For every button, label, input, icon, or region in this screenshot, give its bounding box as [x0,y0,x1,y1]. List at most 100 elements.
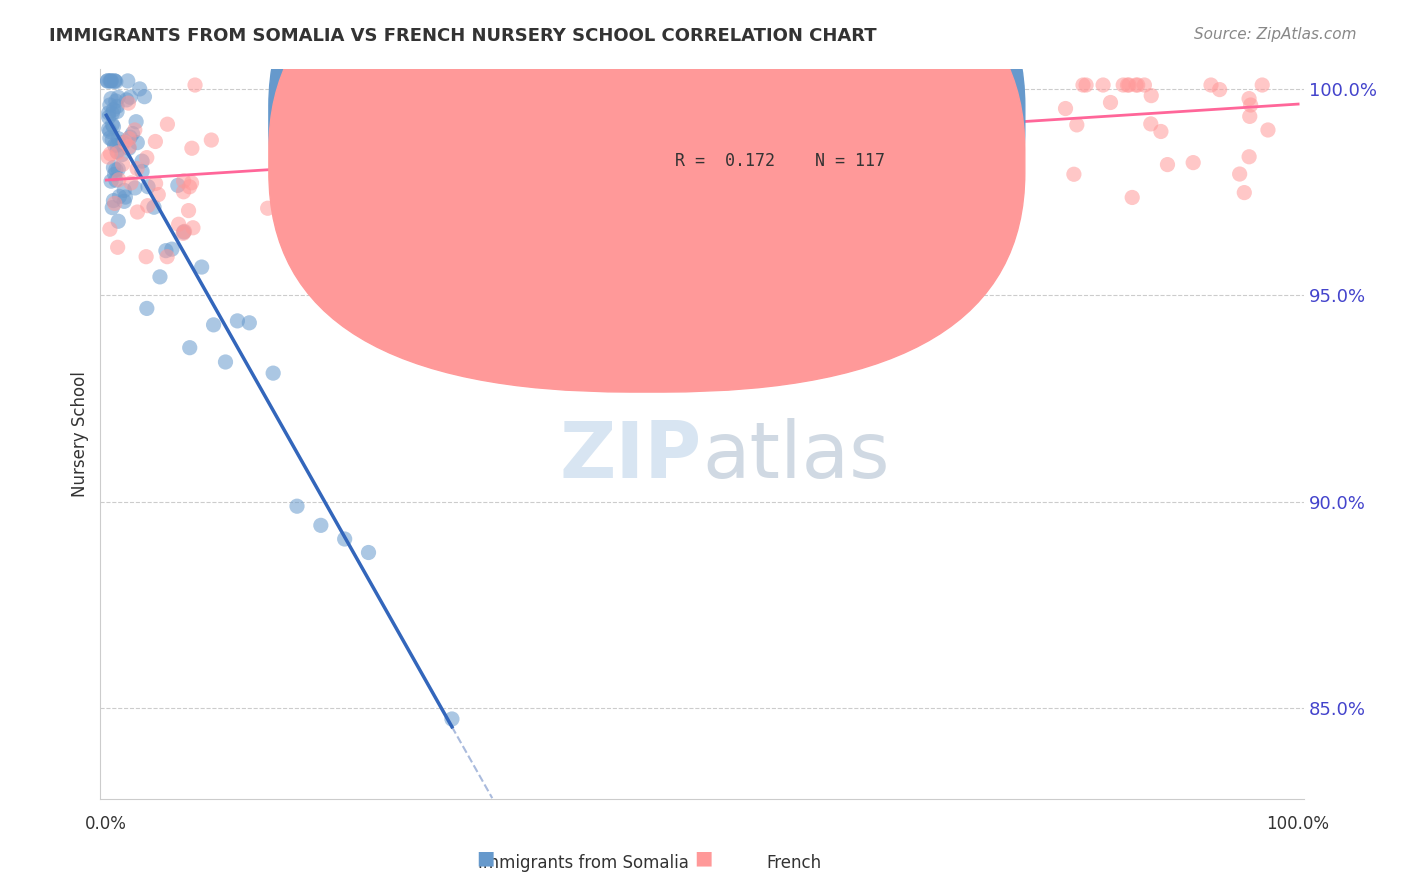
Point [131,154,153,169]
Text: French: French [766,855,823,872]
Point [98,131,121,145]
Point [120,130,142,145]
Point [103,161,125,175]
Point [1257,123,1279,137]
Point [114,136,136,150]
Point [679,131,702,145]
Point [118,131,141,145]
Point [173,174,195,188]
Point [917,78,939,92]
Point [124,181,146,195]
Point [117,96,139,111]
Point [1251,78,1274,92]
Point [111,136,134,150]
Point [127,136,149,150]
Point [256,201,278,215]
Point [166,178,188,193]
Point [1133,78,1156,92]
Point [125,114,148,128]
Point [1099,95,1122,110]
Point [107,131,129,145]
Point [806,116,828,130]
Point [190,260,212,274]
Point [322,165,344,179]
Point [893,147,915,161]
Point [179,341,201,355]
Point [97,150,120,164]
Point [876,78,898,92]
Point [266,169,288,184]
Point [814,78,837,92]
Point [627,213,650,227]
Point [1237,150,1260,164]
Point [1239,109,1261,123]
Point [107,214,129,228]
Point [105,145,128,159]
Point [100,92,122,106]
Point [103,194,125,208]
Point [104,75,127,89]
FancyBboxPatch shape [269,0,1025,348]
Point [925,78,948,92]
Point [101,201,124,215]
Point [112,194,135,209]
Point [375,108,398,122]
Point [934,78,956,92]
Point [104,162,127,177]
Point [96,74,118,88]
Point [135,151,157,165]
Point [117,74,139,88]
Point [898,178,921,193]
Point [120,90,142,104]
Point [115,93,138,107]
Point [131,164,153,178]
Text: Immigrants from Somalia: Immigrants from Somalia [478,855,689,872]
Point [333,532,356,546]
Point [214,355,236,369]
Point [1233,186,1256,200]
Point [172,227,194,241]
Point [440,712,463,726]
Point [104,196,127,211]
Point [100,74,122,88]
Point [1074,78,1097,92]
Point [107,173,129,187]
Point [104,173,127,187]
Point [149,269,172,284]
Point [96,74,118,88]
Point [350,92,373,106]
Point [357,545,380,559]
Point [108,189,131,203]
Point [104,74,127,88]
Point [778,114,800,128]
Point [309,518,332,533]
Point [326,122,349,136]
Point [121,127,143,141]
Point [865,135,887,149]
Point [181,220,204,235]
Point [118,141,141,155]
Point [156,250,179,264]
Point [101,106,124,120]
Point [437,103,460,118]
Point [853,78,876,92]
Point [202,318,225,332]
Point [679,178,702,193]
Point [270,157,292,171]
Point [1112,78,1135,92]
Text: 0.0%: 0.0% [86,815,128,833]
Point [98,98,121,112]
Point [725,157,748,171]
Point [1118,78,1140,92]
Point [830,78,852,92]
Point [538,189,561,203]
Point [1116,78,1139,92]
Point [278,210,301,224]
Point [107,145,129,160]
Point [143,200,166,214]
Point [918,92,941,106]
Point [262,366,284,380]
Point [583,163,606,178]
Point [200,133,222,147]
Point [184,78,207,92]
